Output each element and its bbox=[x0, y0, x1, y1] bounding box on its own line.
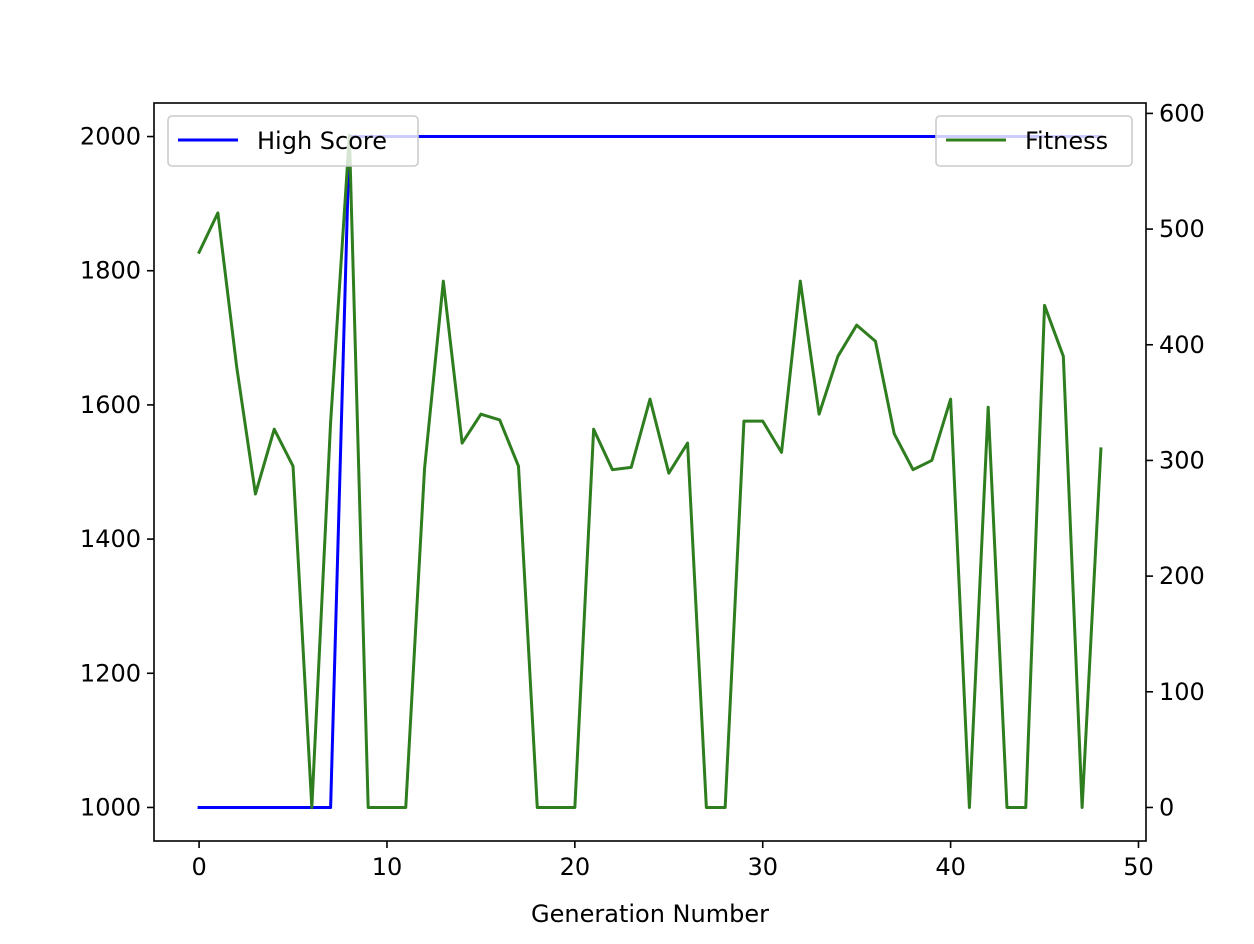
left-y-tick-label: 1200 bbox=[80, 659, 141, 687]
left-y-tick-label: 1600 bbox=[80, 391, 141, 419]
legend-label: Fitness bbox=[1025, 127, 1108, 155]
x-tick-label: 30 bbox=[747, 853, 778, 881]
right-y-tick-label: 500 bbox=[1159, 215, 1205, 243]
legend-fitness: Fitness bbox=[935, 115, 1133, 167]
right-y-tick-label: 600 bbox=[1159, 99, 1205, 127]
legend-box bbox=[935, 115, 1133, 167]
x-tick-label: 20 bbox=[560, 853, 591, 881]
legend-high-score: High Score bbox=[167, 115, 419, 167]
left-y-tick-label: 1800 bbox=[80, 257, 141, 285]
plot-frame bbox=[153, 102, 1147, 842]
right-y-tick-label: 100 bbox=[1159, 678, 1205, 706]
x-axis-label: Generation Number bbox=[531, 900, 769, 928]
ticks-layer: 0 10 20 30 40 50 1000 1200 1400 1600 1800 2000 0 100 2… bbox=[80, 99, 1205, 881]
series-layer bbox=[197, 133, 1103, 809]
x-tick-label: 50 bbox=[1123, 853, 1154, 881]
legend-label: High Score bbox=[257, 127, 387, 155]
right-y-tick-label: 400 bbox=[1159, 331, 1205, 359]
right-y-tick-label: 200 bbox=[1159, 562, 1205, 590]
right-y-tick-label: 0 bbox=[1159, 793, 1174, 821]
x-tick-label: 10 bbox=[372, 853, 403, 881]
left-y-tick-label: 2000 bbox=[80, 123, 141, 151]
x-tick-label: 0 bbox=[191, 853, 206, 881]
left-y-tick-label: 1000 bbox=[80, 793, 141, 821]
legend-layer: High Score Fitness bbox=[167, 115, 1133, 167]
left-y-tick-label: 1400 bbox=[80, 525, 141, 553]
x-tick-label: 40 bbox=[935, 853, 966, 881]
legend-box bbox=[167, 115, 419, 167]
right-y-tick-label: 300 bbox=[1159, 446, 1205, 474]
